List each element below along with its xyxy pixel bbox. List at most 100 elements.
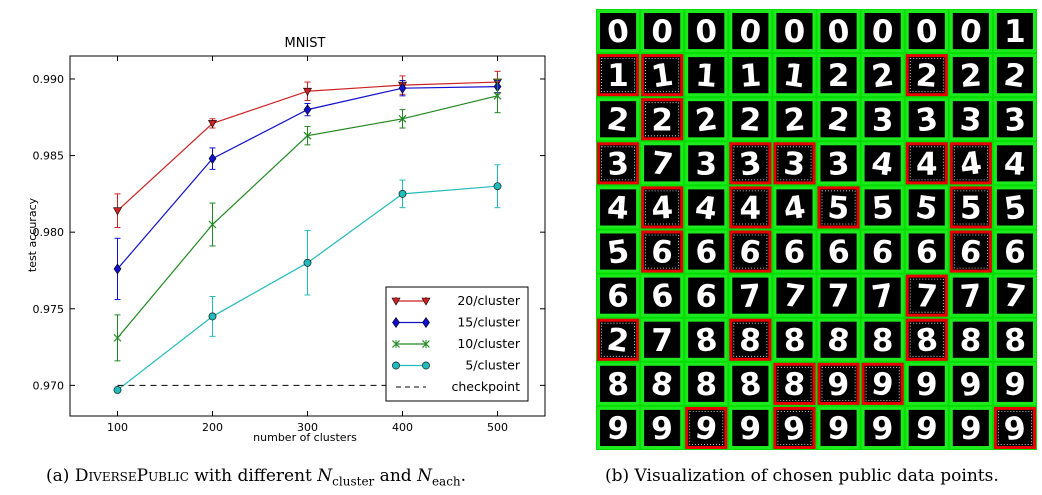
- digit-image: [908, 277, 945, 314]
- accuracy-chart-svg: MNIST number of clusters test accuracy 1…: [26, 36, 546, 444]
- digit-glyph: 8: [606, 366, 630, 403]
- digit-cell: 0: [949, 10, 992, 53]
- legend-marker: [391, 297, 401, 306]
- digit-glyph: 7: [738, 278, 762, 315]
- legend: 20/cluster 15/cluster 10/cluster 5/cluster c…: [385, 286, 529, 402]
- digit-image: [688, 321, 725, 358]
- digit-cell: 4: [773, 186, 816, 229]
- digit-image: [644, 57, 681, 94]
- digit-glyph: 9: [869, 366, 895, 405]
- digit-glyph: 8: [649, 366, 675, 405]
- digit-cell: 4: [597, 186, 640, 229]
- digit-image: [908, 233, 945, 270]
- digit-cell: 0: [685, 10, 728, 53]
- legend-label: 10/cluster: [457, 336, 520, 351]
- caption-a-n-cluster-sub: cluster: [332, 474, 375, 489]
- digit-image: [952, 409, 989, 446]
- digit-glyph: 8: [959, 322, 983, 359]
- digit-glyph: 0: [915, 13, 939, 50]
- digit-cell: 6: [685, 274, 728, 317]
- digit-cell: 2: [685, 98, 728, 141]
- digit-cell: 1: [685, 54, 728, 97]
- digit-cell: 6: [817, 230, 860, 273]
- digit-glyph: 7: [870, 277, 896, 316]
- digit-cell: 7: [861, 274, 904, 317]
- digit-glyph: 4: [869, 145, 895, 184]
- digit-glyph: 1: [607, 58, 629, 94]
- legend-marker: [392, 316, 400, 329]
- digit-glyph: 2: [693, 101, 719, 140]
- digit-image: [908, 101, 945, 138]
- caption-a-n-each: N: [417, 466, 432, 486]
- digit-glyph: 3: [695, 146, 717, 182]
- caption-a-prefix: (a): [46, 466, 75, 486]
- data-point: [113, 333, 122, 342]
- digit-image: [952, 101, 989, 138]
- digit-image: [732, 145, 769, 182]
- digit-cell: 9: [817, 406, 860, 449]
- digit-cell: 8: [641, 362, 684, 405]
- digit-cell: 7: [773, 274, 816, 317]
- digit-cell: 2: [817, 98, 860, 141]
- digit-cell: 2: [993, 54, 1036, 97]
- digit-glyph: 3: [959, 102, 983, 139]
- digit-image: [952, 189, 989, 226]
- digit-glyph: 4: [1003, 146, 1027, 183]
- digit-glyph: 3: [872, 102, 894, 138]
- digit-cell: 8: [685, 362, 728, 405]
- digit-cell: 8: [597, 362, 640, 405]
- digit-cell: 8: [861, 318, 904, 361]
- digit-image: [820, 101, 857, 138]
- y-tick-label: 0.970: [33, 379, 65, 392]
- digit-cell: 2: [817, 54, 860, 97]
- digit-cell: 9: [641, 406, 684, 449]
- digit-image: [908, 365, 945, 402]
- legend-marker: [392, 361, 400, 370]
- digit-image: [688, 277, 725, 314]
- digit-glyph: 5: [605, 233, 631, 272]
- digit-image: [732, 57, 769, 94]
- digit-image: [644, 189, 681, 226]
- data-point: [113, 263, 122, 275]
- digit-image: [776, 277, 813, 314]
- digit-glyph: 7: [1002, 277, 1028, 316]
- digit-image: [732, 189, 769, 226]
- legend-marker: [422, 361, 430, 370]
- digit-cell: 7: [641, 318, 684, 361]
- digit-cell: 0: [729, 10, 772, 53]
- digit-image: [996, 57, 1033, 94]
- digit-glyph: 8: [783, 322, 807, 359]
- digit-image: [644, 365, 681, 402]
- digit-image: [600, 189, 637, 226]
- digit-cell: 9: [993, 362, 1036, 405]
- x-tick-label: 200: [202, 421, 223, 434]
- digit-image: [600, 321, 637, 358]
- digit-image: [908, 13, 945, 50]
- digit-glyph: 9: [740, 411, 762, 447]
- digit-cell: 9: [597, 406, 640, 449]
- digit-glyph: 0: [784, 14, 806, 50]
- legend-label: 20/cluster: [457, 293, 520, 308]
- digit-image: [820, 277, 857, 314]
- digit-image: [996, 13, 1033, 50]
- digit-image: [732, 101, 769, 138]
- digit-cell: 3: [817, 142, 860, 185]
- digit-glyph: 8: [825, 321, 851, 360]
- legend-label: 5/cluster: [465, 358, 521, 373]
- digit-image: [820, 321, 857, 358]
- data-point: [303, 104, 312, 116]
- data-point: [302, 87, 313, 96]
- digit-glyph: 4: [781, 189, 807, 228]
- digit-cell: 4: [729, 186, 772, 229]
- plot-area: 100 200 300 400 500 0.970 0.975 0.980 0.985 0.990: [33, 55, 546, 434]
- digit-image: [996, 145, 1033, 182]
- digit-glyph: 9: [826, 410, 850, 447]
- digit-image: [864, 13, 901, 50]
- digit-cell: 8: [729, 318, 772, 361]
- data-point: [398, 189, 407, 198]
- digit-cell: 1: [641, 54, 684, 97]
- data-point: [113, 386, 122, 394]
- digit-image: [776, 189, 813, 226]
- data-point: [398, 114, 407, 123]
- digit-cell: 6: [773, 230, 816, 273]
